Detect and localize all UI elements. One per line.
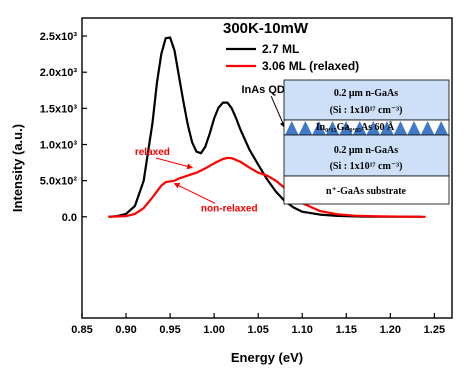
- legend-label-2.7ml: 2.7 ML: [262, 42, 299, 56]
- quantum-dot: [285, 121, 299, 135]
- plot-frame: [81, 17, 453, 319]
- inset-substrate-label: n⁺-GaAs substrate: [326, 186, 407, 197]
- x-tick-label: 1.00: [203, 324, 224, 336]
- quantum-dot: [434, 121, 448, 135]
- annotation-label-1: non-relaxed: [201, 203, 258, 214]
- y-axis-title: Intensity (a.u.): [10, 124, 25, 212]
- x-tick-label: 1.05: [247, 324, 268, 336]
- quantum-dot: [352, 121, 367, 135]
- layer-structure-inset: 0.2 μm n-GaAs (Si : 1x10¹⁷ cm⁻³) 0.2 μm …: [283, 79, 450, 205]
- quantum-dot: [298, 121, 313, 135]
- quantum-dot: [312, 121, 326, 135]
- inset-bottom-line1: 0.2 μm n-GaAs: [334, 145, 398, 156]
- x-tick-label: 1.10: [292, 324, 313, 336]
- y-tick-label: 5.0x10²: [40, 176, 78, 188]
- annotation-arrow-2: [270, 95, 286, 129]
- quantum-dot: [380, 121, 394, 135]
- y-tick-label: 0.0: [62, 212, 77, 224]
- x-tick-label: 1.25: [424, 324, 445, 336]
- legend: 2.7 ML 3.06 ML (relaxed): [226, 42, 359, 73]
- annotation-layer: relaxed non-relaxed InAs QDs: [135, 84, 291, 214]
- chart-title: 300K-10mW: [223, 20, 309, 37]
- quantum-dot: [339, 121, 353, 135]
- inset-bottom-line2: (Si : 1x10¹⁷ cm⁻³): [330, 161, 403, 172]
- x-tick-label: 0.85: [71, 324, 92, 336]
- annotation-label-2: InAs QDs: [241, 84, 291, 96]
- annotation-arrow-1: [173, 183, 216, 204]
- quantum-dot: [407, 121, 421, 135]
- quantum-dot: [393, 121, 408, 135]
- series-line-1: [108, 156, 426, 218]
- y-axis-ticks: 0.0 5.0x10² 1.0x10³ 1.5x10³ 2.0x10³ 2.5x10³: [40, 31, 87, 224]
- y-tick-label: 1.0x10³: [40, 140, 78, 152]
- legend-label-3.06ml: 3.06 ML (relaxed): [262, 59, 359, 73]
- y-tick-label: 1.5x10³: [40, 103, 78, 115]
- x-tick-label: 1.15: [336, 324, 357, 336]
- x-axis-title: Energy (eV): [231, 350, 303, 365]
- quantum-dot: [325, 121, 340, 135]
- inset-top-layer: [283, 79, 450, 121]
- inset-bottom-layer: [283, 134, 450, 177]
- inset-qd-label: In₀.₁₅Ga₀.₈₅As 60 Å: [316, 121, 395, 133]
- x-tick-label: 1.20: [380, 324, 401, 336]
- x-tick-label: 0.95: [159, 324, 180, 336]
- y-tick-label: 2.5x10³: [40, 31, 78, 43]
- quantum-dot: [366, 121, 381, 135]
- annotation-arrow-0: [155, 157, 194, 170]
- inset-substrate: [283, 175, 450, 205]
- x-axis-ticks: 0.85 0.90 0.95 1.00 1.05 1.10 1.15 1.20 1.25: [71, 313, 445, 336]
- series-layer: [108, 36, 426, 218]
- inset-top-line2: (Si : 1x10¹⁷ cm⁻³): [330, 105, 403, 116]
- series-line-0: [108, 36, 422, 218]
- x-tick-label: 0.90: [115, 324, 136, 336]
- annotation-label-0: relaxed: [135, 147, 170, 158]
- quantum-dot: [420, 121, 435, 135]
- quantum-dot-row: [285, 121, 448, 135]
- y-tick-label: 2.0x10³: [40, 67, 78, 79]
- inset-top-line1: 0.2 μm n-GaAs: [334, 88, 398, 99]
